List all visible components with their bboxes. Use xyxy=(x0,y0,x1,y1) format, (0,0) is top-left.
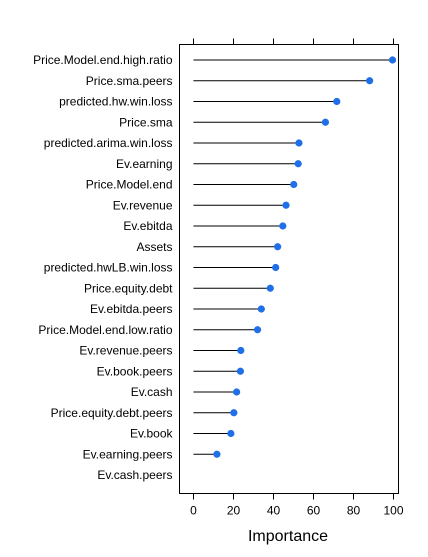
category-label: Ev.cash xyxy=(131,385,173,399)
category-label: Assets xyxy=(136,240,172,254)
importance-stems xyxy=(193,59,393,455)
x-tick-label-0: 0 xyxy=(190,504,197,518)
x-tick-label-40: 40 xyxy=(267,504,281,518)
category-label: Ev.book.peers xyxy=(97,364,173,378)
importance-dot xyxy=(321,118,330,126)
importance-dot xyxy=(282,201,290,209)
category-label: Ev.cash.peers xyxy=(97,468,172,482)
category-label: Price.Model.end.low.ratio xyxy=(38,323,172,337)
category-label: Price.sma.peers xyxy=(86,74,173,88)
category-label: Price.Model.end.high.ratio xyxy=(33,53,173,67)
importance-dot xyxy=(213,450,221,458)
category-label: predicted.hwLB.win.loss xyxy=(44,261,173,275)
x-axis-title: Importance xyxy=(248,528,328,545)
importance-dot xyxy=(230,409,238,417)
category-label: predicted.arima.win.loss xyxy=(44,136,173,150)
importance-dot xyxy=(253,326,262,334)
category-labels: Price.Model.end.high.ratio Price.sma.peer… xyxy=(33,53,173,482)
category-label: Price.Model.end xyxy=(86,178,173,192)
x-tick-label-20: 20 xyxy=(227,504,241,518)
importance-dot xyxy=(237,346,245,355)
importance-dot xyxy=(388,56,397,64)
category-label: Ev.revenue xyxy=(113,198,173,212)
importance-dot xyxy=(266,284,274,292)
category-label: Price.equity.debt.peers xyxy=(51,406,173,420)
category-label: Ev.ebitda xyxy=(123,219,172,233)
plot-area-frame xyxy=(179,44,399,494)
importance-dot xyxy=(279,222,287,230)
x-tick-label-60: 60 xyxy=(307,504,321,518)
x-tick-label-100: 100 xyxy=(383,504,403,518)
top-axis-ticks xyxy=(193,38,394,45)
bottom-axis-ticks xyxy=(193,493,394,500)
importance-dot xyxy=(333,97,341,106)
importance-dot xyxy=(257,305,265,313)
importance-dot xyxy=(290,180,298,189)
importance-dot xyxy=(274,243,282,251)
importance-dot xyxy=(295,139,303,147)
importance-dot xyxy=(272,263,280,272)
category-label: Ev.earning xyxy=(116,157,172,171)
category-label: Ev.earning.peers xyxy=(83,447,173,461)
category-label: Price.sma xyxy=(119,115,173,129)
category-label: Ev.book xyxy=(130,427,173,441)
category-label: Price.equity.debt xyxy=(84,281,173,295)
x-axis-tick-labels: 0 20 40 60 80 100 xyxy=(190,504,404,518)
importance-dot xyxy=(294,160,302,168)
category-label: predicted.hw.win.loss xyxy=(59,95,172,109)
importance-dot xyxy=(227,429,235,438)
category-label: Ev.revenue.peers xyxy=(79,344,172,358)
importance-dot xyxy=(236,367,245,375)
importance-dots xyxy=(213,56,397,458)
x-tick-label-80: 80 xyxy=(347,504,361,518)
importance-dot xyxy=(233,388,241,396)
category-label: Ev.ebitda.peers xyxy=(90,302,173,316)
importance-dot xyxy=(366,77,374,85)
